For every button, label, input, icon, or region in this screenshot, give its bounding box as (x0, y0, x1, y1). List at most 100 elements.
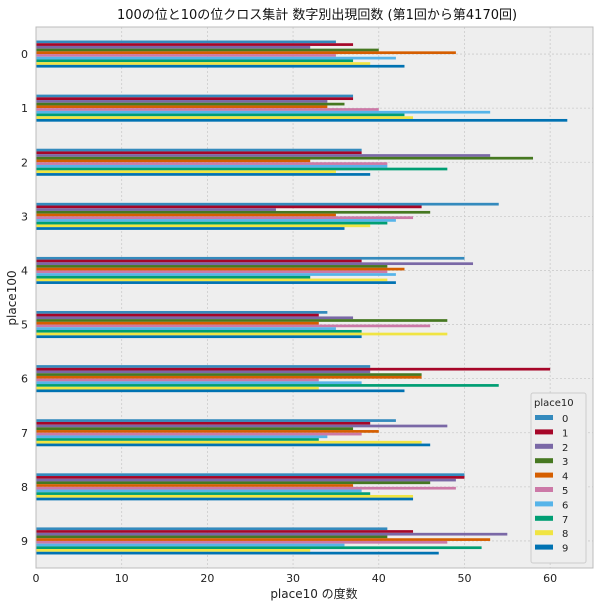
x-tick-label: 50 (457, 572, 471, 585)
y-tick-label: 3 (21, 210, 28, 223)
bar-4-6 (36, 273, 396, 276)
bar-1-6 (36, 110, 491, 114)
bar-4-7 (36, 275, 311, 279)
bar-5-8 (36, 332, 448, 336)
bar-6-8 (36, 386, 319, 390)
y-tick-label: 5 (21, 319, 28, 332)
bar-9-4 (36, 538, 491, 541)
bar-5-1 (36, 313, 319, 317)
x-axis-ticks: 0 10 20 30 40 50 60 (33, 572, 558, 585)
legend-swatch (535, 515, 553, 521)
bar-7-2 (36, 424, 448, 428)
x-tick-label: 0 (33, 572, 40, 585)
y-axis-label: place100 (5, 270, 19, 325)
bar-8-4 (36, 484, 354, 487)
bar-8-9 (36, 497, 414, 501)
bar-9-5 (36, 540, 448, 544)
bar-9-6 (36, 543, 345, 547)
bar-5-0 (36, 311, 328, 314)
bar-6-6 (36, 381, 362, 385)
bar-5-4 (36, 321, 319, 325)
x-tick-label: 40 (372, 572, 386, 585)
bar-5-6 (36, 327, 336, 330)
bar-4-5 (36, 270, 388, 274)
legend-swatch (535, 530, 553, 536)
bar-6-3 (36, 373, 422, 376)
bar-3-1 (36, 205, 422, 209)
legend-swatch (535, 443, 553, 449)
bar-0-3 (36, 48, 379, 52)
bar-9-8 (36, 549, 311, 552)
bar-6-2 (36, 370, 371, 374)
bar-0-6 (36, 56, 396, 60)
legend-swatch (535, 415, 553, 420)
plot-frame (35, 26, 594, 569)
bar-4-4 (36, 267, 405, 271)
legend-label: 8 (562, 529, 568, 540)
bar-7-8 (36, 440, 422, 444)
bar-2-3 (36, 156, 534, 160)
bar-1-9 (36, 118, 568, 122)
bar-7-1 (36, 421, 371, 425)
bar-9-1 (36, 530, 414, 533)
bar-7-5 (36, 432, 362, 436)
legend-label: 4 (562, 472, 568, 483)
bar-1-3 (36, 102, 345, 106)
y-tick-label: 6 (21, 373, 28, 386)
bar-8-5 (36, 486, 456, 490)
bar-7-4 (36, 430, 379, 433)
legend-swatch (535, 487, 553, 492)
x-tick-label: 20 (200, 572, 214, 585)
legend-swatch (535, 429, 553, 435)
bar-0-4 (36, 51, 456, 55)
bar-0-2 (36, 45, 311, 49)
bar-2-0 (36, 148, 362, 152)
bar-8-2 (36, 478, 456, 482)
bar-2-2 (36, 154, 491, 157)
bar-3-9 (36, 227, 345, 230)
legend-label: 0 (562, 414, 568, 425)
bar-3-4 (36, 213, 336, 217)
bar-1-0 (36, 94, 354, 98)
bar-6-0 (36, 365, 371, 368)
bar-1-1 (36, 97, 354, 101)
bar-1-5 (36, 108, 379, 111)
y-tick-label: 2 (21, 156, 28, 169)
bar-5-5 (36, 324, 431, 328)
bar-2-5 (36, 162, 388, 165)
legend-label: 1 (562, 428, 568, 439)
bar-1-7 (36, 113, 405, 117)
bar-3-0 (36, 202, 499, 206)
bar-3-5 (36, 216, 414, 220)
bar-0-9 (36, 64, 405, 68)
chart-title: 100の位と10の位クロス集計 数字別出現回数 (第1回から第4170回) (117, 7, 517, 23)
legend-label: 2 (562, 443, 568, 454)
bar-2-6 (36, 164, 388, 168)
y-tick-label: 8 (21, 481, 28, 494)
legend-swatch (535, 458, 553, 464)
bar-8-3 (36, 481, 431, 485)
bar-3-6 (36, 219, 396, 222)
bar-0-5 (36, 54, 336, 57)
bar-1-4 (36, 105, 328, 109)
bar-3-2 (36, 208, 276, 211)
bar-8-6 (36, 489, 362, 493)
bar-2-1 (36, 151, 362, 155)
bar-4-2 (36, 262, 474, 266)
bar-5-7 (36, 329, 362, 333)
bar-5-9 (36, 335, 362, 339)
bar-6-4 (36, 375, 422, 379)
bar-0-1 (36, 43, 354, 46)
y-tick-label: 1 (21, 102, 28, 115)
y-tick-label: 9 (21, 535, 28, 548)
legend-items: 0 1 2 3 4 5 6 7 8 9 (535, 414, 568, 555)
y-axis-ticks: 0 1 2 3 4 5 6 7 8 9 (21, 48, 28, 548)
bar-4-9 (36, 281, 396, 284)
x-tick-label: 30 (286, 572, 300, 585)
bar-4-1 (36, 259, 362, 263)
bar-9-7 (36, 546, 482, 550)
y-tick-label: 0 (21, 48, 28, 61)
bar-7-7 (36, 438, 319, 441)
legend-label: 9 (562, 544, 568, 555)
